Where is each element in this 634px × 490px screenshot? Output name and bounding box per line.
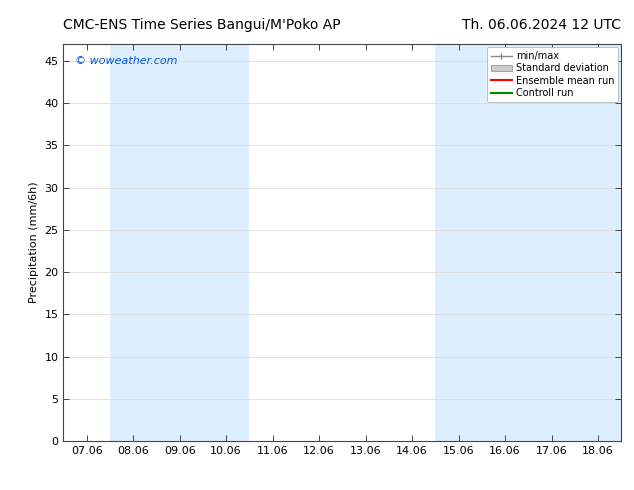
Legend: min/max, Standard deviation, Ensemble mean run, Controll run: min/max, Standard deviation, Ensemble me…: [487, 47, 618, 102]
Text: © woweather.com: © woweather.com: [75, 56, 177, 66]
Y-axis label: Precipitation (mm/6h): Precipitation (mm/6h): [29, 182, 39, 303]
Bar: [110, 44, 249, 441]
Text: Th. 06.06.2024 12 UTC: Th. 06.06.2024 12 UTC: [462, 18, 621, 32]
Bar: [436, 44, 575, 441]
Bar: [575, 44, 621, 441]
Text: CMC-ENS Time Series Bangui/M'Poko AP: CMC-ENS Time Series Bangui/M'Poko AP: [63, 18, 341, 32]
